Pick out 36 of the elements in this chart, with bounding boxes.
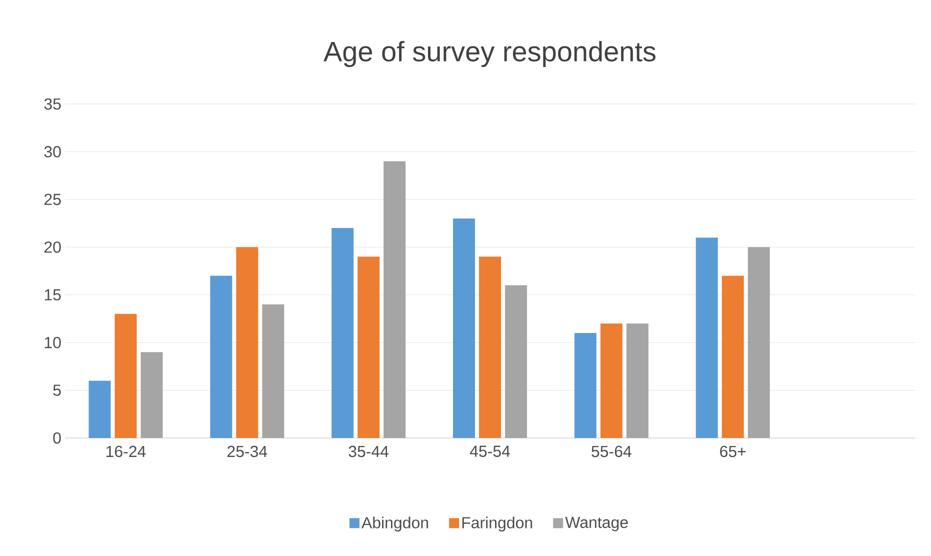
bar (626, 323, 648, 438)
y-tick-label: 10 (44, 336, 61, 348)
bar (262, 304, 284, 438)
bar (332, 228, 354, 438)
bar (358, 256, 380, 438)
bar (574, 333, 596, 438)
x-tick-label: 16-24 (106, 446, 146, 458)
bar (210, 276, 232, 438)
bar (479, 256, 502, 438)
y-tick-label: 15 (44, 289, 61, 300)
y-tick-label: 20 (44, 241, 61, 253)
legend-label: Faringdon (462, 516, 532, 532)
bar (505, 285, 528, 438)
y-tick-label: 30 (44, 146, 61, 158)
y-tick-label: 5 (53, 384, 61, 396)
y-tick-label: 25 (44, 194, 61, 206)
x-tick-label: 45-54 (470, 446, 510, 457)
chart-title: Age of survey respondents (324, 40, 656, 68)
legend-label: Wantage (565, 516, 628, 532)
x-tick-label: 25-34 (227, 446, 268, 458)
bar (722, 276, 744, 438)
y-tick-label: 35 (44, 98, 61, 110)
bar (453, 218, 476, 438)
bar (696, 238, 718, 438)
y-tick-label: 0 (53, 432, 61, 444)
bar (114, 314, 137, 438)
bar (140, 352, 163, 438)
x-tick-label: 35-44 (348, 446, 389, 458)
x-tick-label: 65+ (720, 446, 746, 458)
bar (748, 247, 770, 438)
bar (236, 247, 258, 438)
bar (384, 161, 406, 438)
x-tick-label: 55-64 (592, 446, 632, 458)
legend-label: Abingdon (361, 516, 428, 532)
bar (600, 323, 622, 438)
bar (88, 380, 111, 438)
